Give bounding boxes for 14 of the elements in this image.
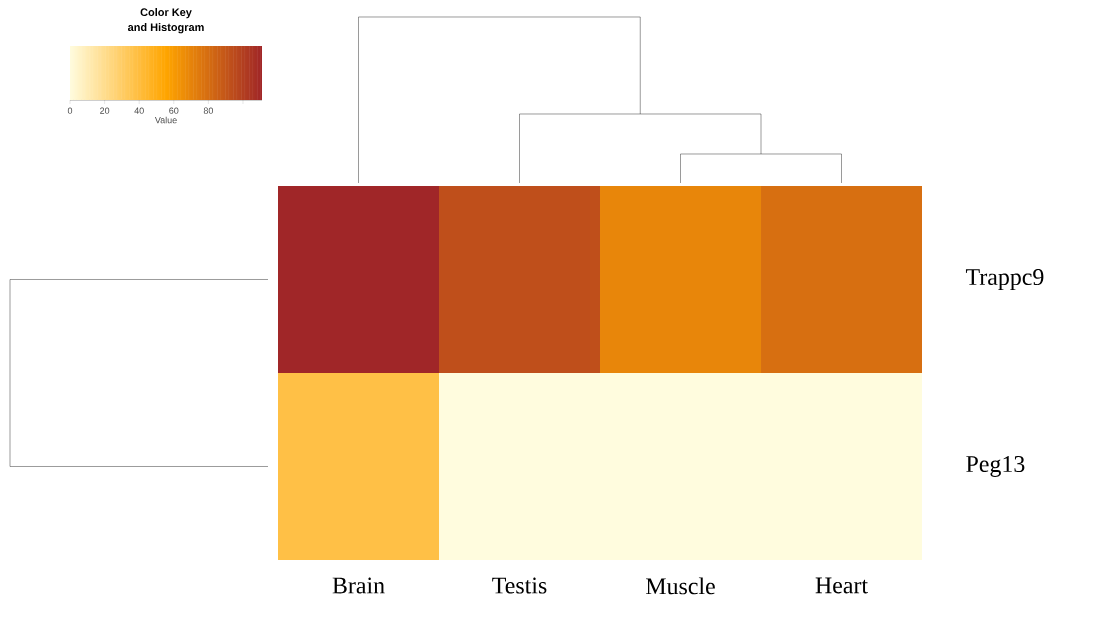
x-tick-label: Muscle	[646, 577, 715, 595]
y-tick-label: Peg13	[966, 456, 1025, 477]
x-tick-label: Testis	[492, 577, 547, 594]
color-bar-label: 40	[134, 107, 144, 114]
color-bar-label: 0	[67, 107, 73, 114]
y-tick-label: Trappc9	[965, 269, 1044, 290]
color-bar-title: Value	[154, 116, 177, 124]
text: Color Key	[140, 8, 192, 19]
text: and Histogram	[127, 23, 204, 34]
color-bar-label: 80	[203, 107, 214, 114]
color-bar-label: 20	[100, 107, 110, 114]
x-tick-label: Brain	[332, 577, 385, 594]
x-tick-label: Heart	[815, 577, 868, 594]
color-bar-label: 60	[169, 107, 179, 114]
